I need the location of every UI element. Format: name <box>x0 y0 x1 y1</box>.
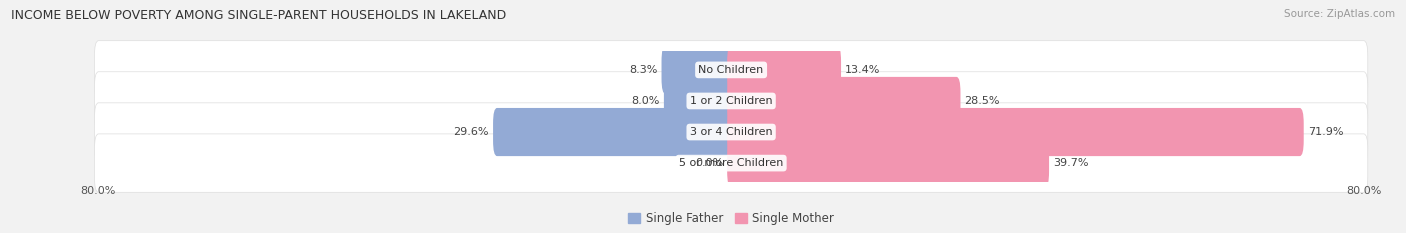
Text: 13.4%: 13.4% <box>845 65 880 75</box>
FancyBboxPatch shape <box>94 134 1368 192</box>
Text: 71.9%: 71.9% <box>1308 127 1343 137</box>
FancyBboxPatch shape <box>727 46 841 94</box>
FancyBboxPatch shape <box>727 77 960 125</box>
Text: 8.3%: 8.3% <box>630 65 658 75</box>
Legend: Single Father, Single Mother: Single Father, Single Mother <box>623 207 839 230</box>
FancyBboxPatch shape <box>661 46 735 94</box>
FancyBboxPatch shape <box>494 108 735 156</box>
Text: No Children: No Children <box>699 65 763 75</box>
Text: 3 or 4 Children: 3 or 4 Children <box>690 127 772 137</box>
FancyBboxPatch shape <box>94 103 1368 161</box>
Text: 1 or 2 Children: 1 or 2 Children <box>690 96 772 106</box>
FancyBboxPatch shape <box>664 77 735 125</box>
Text: 29.6%: 29.6% <box>454 127 489 137</box>
Text: 8.0%: 8.0% <box>631 96 659 106</box>
Text: 28.5%: 28.5% <box>965 96 1000 106</box>
Text: INCOME BELOW POVERTY AMONG SINGLE-PARENT HOUSEHOLDS IN LAKELAND: INCOME BELOW POVERTY AMONG SINGLE-PARENT… <box>11 9 506 22</box>
Text: Source: ZipAtlas.com: Source: ZipAtlas.com <box>1284 9 1395 19</box>
FancyBboxPatch shape <box>94 72 1368 130</box>
Text: 0.0%: 0.0% <box>695 158 723 168</box>
Text: 39.7%: 39.7% <box>1053 158 1088 168</box>
FancyBboxPatch shape <box>727 108 1303 156</box>
FancyBboxPatch shape <box>94 41 1368 99</box>
Text: 5 or more Children: 5 or more Children <box>679 158 783 168</box>
FancyBboxPatch shape <box>727 139 1049 187</box>
